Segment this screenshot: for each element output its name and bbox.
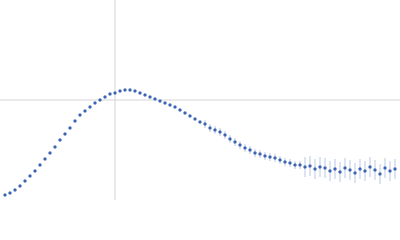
data-point	[268, 155, 272, 159]
data-point	[223, 133, 227, 137]
data-point	[218, 130, 222, 134]
data-point	[113, 91, 117, 95]
data-point	[123, 88, 127, 92]
data-point	[43, 157, 47, 161]
data-point	[128, 88, 132, 92]
data-point	[138, 91, 142, 95]
data-point	[108, 92, 112, 96]
data-point	[88, 105, 92, 109]
data-point	[198, 120, 202, 124]
data-point	[273, 156, 277, 160]
data-point	[3, 193, 7, 197]
data-point	[328, 169, 332, 173]
data-point	[98, 98, 102, 102]
data-point	[133, 89, 137, 93]
data-point	[283, 160, 287, 164]
data-point	[18, 184, 22, 188]
data-point	[368, 165, 372, 169]
data-point	[373, 168, 377, 172]
data-point	[118, 89, 122, 93]
data-point	[213, 128, 217, 132]
data-point	[263, 154, 267, 158]
data-point	[338, 170, 342, 174]
data-point	[243, 146, 247, 150]
data-point	[293, 163, 297, 167]
data-point	[248, 148, 252, 152]
data-point	[353, 171, 357, 175]
data-point	[278, 158, 282, 162]
data-point	[208, 126, 212, 130]
data-point	[63, 132, 67, 136]
data-point	[178, 108, 182, 112]
data-point	[343, 166, 347, 170]
data-point	[323, 166, 327, 170]
data-point	[158, 99, 162, 103]
data-point	[83, 109, 87, 113]
data-point	[303, 165, 307, 169]
data-point	[143, 93, 147, 97]
data-point	[148, 95, 152, 99]
data-point	[58, 138, 62, 142]
data-point	[258, 152, 262, 156]
data-point	[298, 163, 302, 167]
data-point	[168, 103, 172, 107]
data-point	[153, 97, 157, 101]
data-point	[388, 169, 392, 173]
data-point	[53, 145, 57, 149]
data-point	[288, 161, 292, 165]
data-point	[313, 167, 317, 171]
data-point	[228, 137, 232, 141]
data-point	[8, 191, 12, 195]
data-point	[103, 95, 107, 99]
data-point	[13, 188, 17, 192]
data-point	[78, 113, 82, 117]
data-point	[393, 167, 397, 171]
data-point	[93, 101, 97, 105]
data-point	[193, 117, 197, 121]
data-point	[183, 111, 187, 115]
data-point	[203, 122, 207, 126]
data-point	[163, 101, 167, 105]
data-point	[378, 172, 382, 176]
data-point	[188, 114, 192, 118]
data-point	[253, 151, 257, 155]
data-point	[333, 167, 337, 171]
data-point	[48, 151, 52, 155]
page: (() => { const data = JSON.parse(documen…	[0, 0, 400, 200]
data-point	[38, 163, 42, 167]
data-point	[233, 140, 237, 144]
data-point	[23, 179, 27, 183]
data-point	[238, 143, 242, 147]
chart	[0, 0, 400, 200]
data-point	[383, 166, 387, 170]
data-point	[358, 167, 362, 171]
data-point	[173, 105, 177, 109]
data-point	[28, 174, 32, 178]
data-point	[318, 165, 322, 169]
data-point	[308, 164, 312, 168]
data-point	[33, 169, 37, 173]
data-point	[363, 169, 367, 173]
data-point	[68, 126, 72, 130]
data-point	[73, 119, 77, 123]
data-point	[348, 168, 352, 172]
